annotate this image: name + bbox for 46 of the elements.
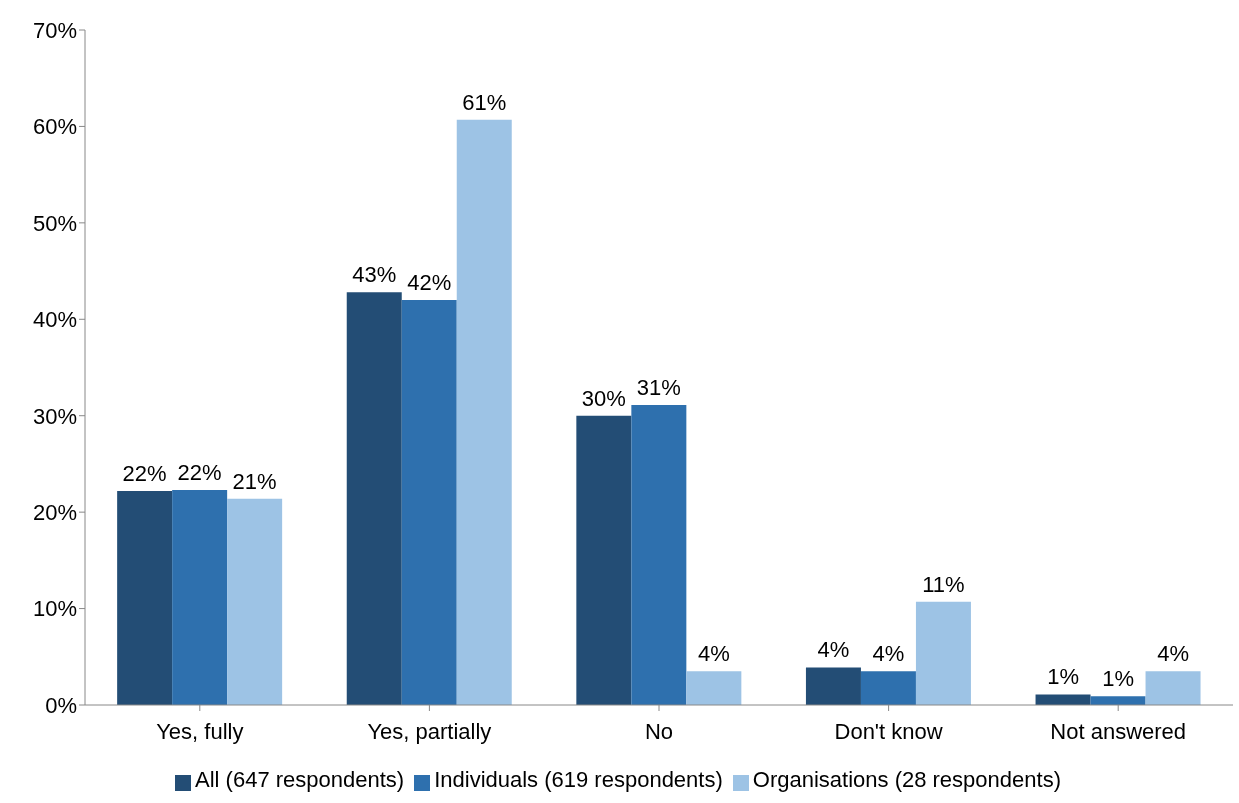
data-label: 1%	[1047, 664, 1079, 690]
bar	[401, 300, 457, 705]
bar	[576, 415, 632, 705]
data-label: 43%	[352, 262, 397, 288]
y-tick-label: 70%	[32, 17, 77, 43]
data-label: 4%	[872, 641, 905, 667]
y-tick-label: 20%	[32, 499, 77, 525]
x-tick-label: Yes, fully	[156, 718, 244, 744]
data-label: 30%	[581, 385, 626, 411]
bar	[915, 601, 971, 705]
data-label: 21%	[232, 468, 277, 494]
data-label: 61%	[462, 89, 507, 115]
bar	[456, 119, 512, 705]
bar	[1035, 694, 1091, 705]
bar	[117, 490, 173, 705]
data-label: 4%	[1157, 641, 1189, 667]
legend-label: Organisations (28 respondents)	[752, 767, 1061, 792]
bar	[346, 292, 402, 705]
data-label: 11%	[922, 571, 965, 597]
y-tick-label: 40%	[32, 307, 77, 333]
bar	[1145, 671, 1201, 705]
y-tick-label: 0%	[45, 692, 77, 718]
y-tick-label: 10%	[32, 596, 77, 622]
x-tick-label: Not answered	[1050, 718, 1187, 744]
data-label: 1%	[1102, 666, 1134, 692]
legend-label: All (647 respondents)	[195, 767, 405, 792]
bar	[172, 489, 228, 705]
data-label: 4%	[697, 641, 730, 667]
data-label: 22%	[177, 459, 222, 485]
x-tick-label: Yes, partially	[367, 718, 492, 744]
bar	[631, 405, 687, 705]
data-label: 22%	[122, 460, 167, 486]
data-label: 31%	[636, 375, 681, 401]
bar	[860, 671, 916, 705]
bar	[227, 498, 283, 705]
y-tick-label: 50%	[32, 210, 77, 236]
y-tick-label: 60%	[32, 114, 77, 140]
bar	[686, 671, 742, 705]
x-tick-label: Don't know	[834, 718, 943, 744]
data-label: 42%	[407, 270, 452, 295]
data-label: 4%	[817, 637, 850, 663]
bar	[1090, 696, 1146, 705]
legend-label: Individuals (619 respondents)	[434, 767, 723, 792]
x-tick-label: No	[644, 718, 674, 744]
bar	[805, 667, 861, 705]
y-tick-label: 30%	[32, 403, 77, 429]
